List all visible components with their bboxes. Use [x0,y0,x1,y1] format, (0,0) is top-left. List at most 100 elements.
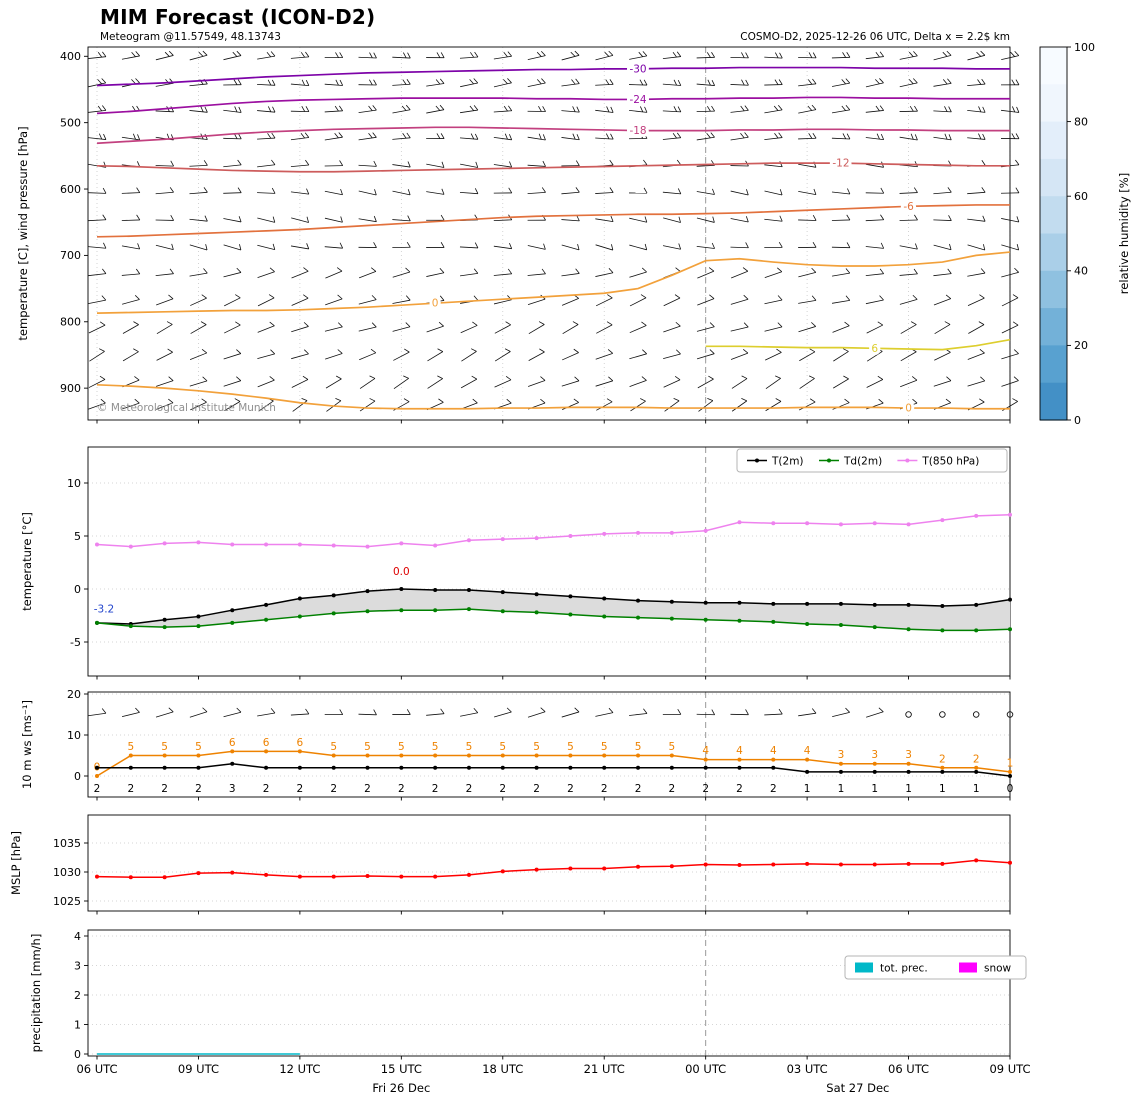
series-T(850 hPa) [96,514,1011,548]
colorbar-tick-label: 80 [1074,115,1088,128]
panel-temperature: 10 5 0 -5 -3.2 0.0 T(2m) Td(2m) T(850 hPa) temper… [20,446,1012,680]
mean-wind-value-label: 2 [702,783,709,795]
value-annotation: 0.0 [393,566,410,578]
mean-wind-value-label: 2 [263,783,270,795]
mean-wind-value-label: 2 [601,783,608,795]
mean-wind-value-label: 2 [770,783,777,795]
y-tick-label: 3 [74,959,81,972]
gust-value-label: 3 [838,749,845,761]
y-tick-label: 20 [67,688,81,701]
gust-value-label: 5 [601,741,608,753]
ylabel-precipitation: precipitation [mm/h] [29,934,43,1053]
y-tick-label: 400 [60,50,81,63]
mean-wind-value-label: 2 [330,783,337,795]
mean-wind-value-label: 1 [871,783,878,795]
mean-wind-value-label: 2 [466,783,473,795]
gust-value-label: 4 [702,745,709,757]
gust-value-label: 3 [905,749,912,761]
y-tick-label: 2 [74,989,81,1002]
y-tick-label: 1025 [53,895,81,908]
panel-mslp: 1025 1030 1035 MSLP [hPa] [9,814,1012,915]
figure-subtitle: Meteogram @11.57549, 48.13743 [100,31,281,43]
y-tick-label: 500 [60,116,81,129]
isotherm--30 [96,66,1010,87]
gust-value-label: 5 [499,741,506,753]
gust-value-label: 2 [973,753,980,765]
isotherm-label: 6 [871,343,878,355]
legend-label: T(2m) [771,455,804,467]
mean-wind-value-label: 2 [432,783,439,795]
x-tick-label: 06 UTC [888,1062,929,1076]
mean-wind-value-label: 0 [1007,783,1014,795]
gust-value-label: 5 [398,741,405,753]
calm-wind-icon [972,711,980,718]
gust-value-label: 5 [432,741,439,753]
y-tick-label: 1030 [53,866,81,879]
humidity-colorbar: 0 20 40 60 80 100 relative humidity [%] [1039,41,1131,427]
mean-wind-value-label: 1 [905,783,912,795]
y-tick-label: 0 [74,583,81,596]
gust-value-label: 6 [297,737,304,749]
legend-label: tot. prec. [880,962,928,974]
gust-value-label: 5 [567,741,574,753]
mean-wind-value-label: 2 [533,783,540,795]
x-tick-label: 21 UTC [584,1062,625,1076]
copyright-note: © Meteorological Institute Munich [97,402,276,414]
colorbar-tick-label: 20 [1074,339,1088,352]
isotherm-label: -6 [903,201,914,213]
mean-wind-value-label: 2 [127,783,134,795]
legend-label: Td(2m) [843,455,882,467]
isotherm-6 [705,338,1011,351]
y-tick-label: 10 [67,729,81,742]
gust-value-label: 4 [736,745,743,757]
series-MSLP [96,859,1011,878]
series-gust [96,750,1011,777]
x-tick-label: 03 UTC [787,1062,828,1076]
y-tick-label: 1 [74,1018,81,1031]
ylabel-temperature: temperature [°C] [20,512,34,611]
series-mean [97,762,1011,777]
isotherm--24 [96,96,1010,115]
gust-value-label: 5 [635,741,642,753]
panel-upper-air: 400 500 600 700 800 900 -30 -24 -18 -12 -6 0 6 0 © Met… [16,46,1020,424]
mean-wind-value-label: 2 [161,783,168,795]
isotherm-0 [96,251,1011,314]
gust-value-label: 4 [770,745,777,757]
gust-value-label: 5 [127,741,134,753]
mean-wind-value-label: 1 [973,783,980,795]
panel-wind: 0 10 20 0 5 5 5 6 6 6 5 5 5 5 5 5 5 5 5 5 5 4 4 4 4 3 3 3 2 2 1 2 2 2 2 3 2 2… [20,688,1013,801]
y-tick-label: 0 [74,1048,81,1061]
series-Td(2m) [96,608,1011,632]
colorbar-tick-label: 0 [1074,414,1081,427]
isotherm-label: -18 [629,125,646,137]
y-tick-label: 1035 [53,837,81,850]
day-label: Sat 27 Dec [826,1081,889,1095]
gust-value-label: 6 [229,737,236,749]
gust-value-label: 5 [195,741,202,753]
y-tick-label: 900 [60,382,81,395]
mean-wind-value-label: 3 [229,783,236,795]
gust-value-label: 5 [364,741,371,753]
mean-wind-value-label: 1 [804,783,811,795]
y-tick-label: 600 [60,183,81,196]
mean-wind-value-label: 2 [567,783,574,795]
y-tick-label: 5 [74,530,81,543]
ylabel-upper-air: temperature [C], wind pressure [hPa] [16,126,30,340]
x-tick-label: 06 UTC [76,1062,117,1076]
x-tick-label: 18 UTC [482,1062,523,1076]
legend-precipitation: tot. prec. snow [844,955,1027,980]
mean-wind-value-label: 2 [297,783,304,795]
isotherm-label: 0 [905,403,912,415]
colorbar-label: relative humidity [%] [1117,173,1131,294]
colorbar-tick-label: 40 [1074,265,1088,278]
colorbar-tick-label: 100 [1074,41,1095,54]
colorbar-tick-label: 60 [1074,190,1088,203]
x-tick-label: 12 UTC [279,1062,320,1076]
calm-wind-icon [905,711,912,718]
mean-wind-value-label: 2 [398,783,405,795]
y-tick-label: 700 [60,249,81,262]
mean-wind-value-label: 2 [635,783,642,795]
day-label: Fri 26 Dec [372,1081,430,1095]
ylabel-wind: 10 m ws [ms⁻¹] [20,700,34,789]
